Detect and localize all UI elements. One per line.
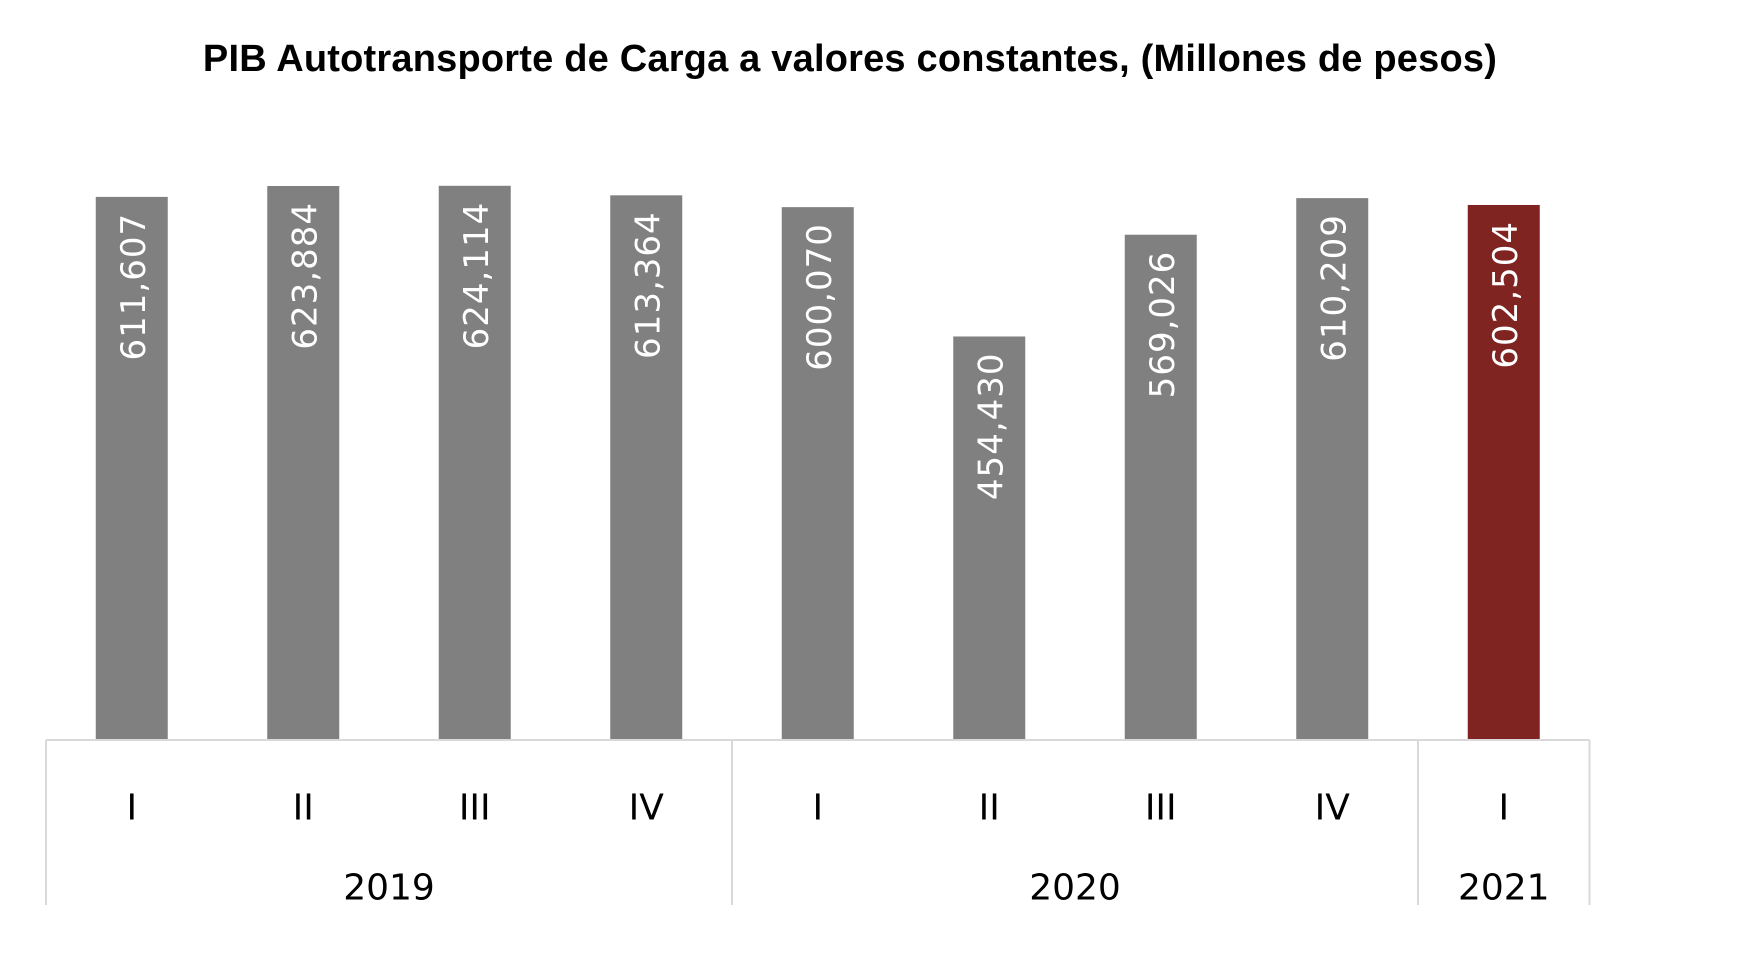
bar-value-label: 613,364 bbox=[628, 211, 668, 359]
year-group-label: 2019 bbox=[343, 868, 435, 909]
category-tick-label: IV bbox=[629, 788, 665, 829]
category-tick-label: I bbox=[1498, 788, 1509, 829]
bar bbox=[610, 195, 683, 740]
bar-value-label: 624,114 bbox=[457, 202, 497, 350]
category-tick-label: IV bbox=[1315, 788, 1351, 829]
bar bbox=[267, 185, 340, 740]
category-tick-label: III bbox=[459, 788, 491, 829]
bar bbox=[1296, 198, 1369, 741]
bar-value-label: 602,504 bbox=[1486, 221, 1526, 369]
bar bbox=[95, 196, 168, 740]
bar bbox=[438, 185, 511, 741]
bar bbox=[1124, 234, 1197, 741]
year-group-label: 2020 bbox=[1029, 868, 1121, 909]
bar-value-label: 611,607 bbox=[114, 213, 154, 361]
chart-title: PIB Autotransporte de Carga a valores co… bbox=[202, 38, 1498, 80]
bar-value-label: 610,209 bbox=[1314, 214, 1354, 362]
category-tick-label: I bbox=[812, 788, 823, 829]
bar-value-label: 600,070 bbox=[800, 223, 840, 371]
category-tick-label: II bbox=[293, 788, 314, 829]
category-tick-label: I bbox=[126, 788, 137, 829]
bar bbox=[953, 336, 1026, 740]
category-tick-label: III bbox=[1145, 788, 1177, 829]
bars-layer: 611,607 623,884 624,114 613,364 600,070 454,4… bbox=[95, 185, 1540, 741]
category-tick-label: II bbox=[979, 788, 1000, 829]
bar-value-label: 569,026 bbox=[1143, 251, 1183, 399]
bar bbox=[781, 207, 854, 741]
bar bbox=[1467, 204, 1540, 740]
bar-value-label: 623,884 bbox=[285, 202, 325, 350]
year-group-label: 2021 bbox=[1458, 868, 1550, 909]
bar-value-label: 454,430 bbox=[971, 352, 1011, 500]
